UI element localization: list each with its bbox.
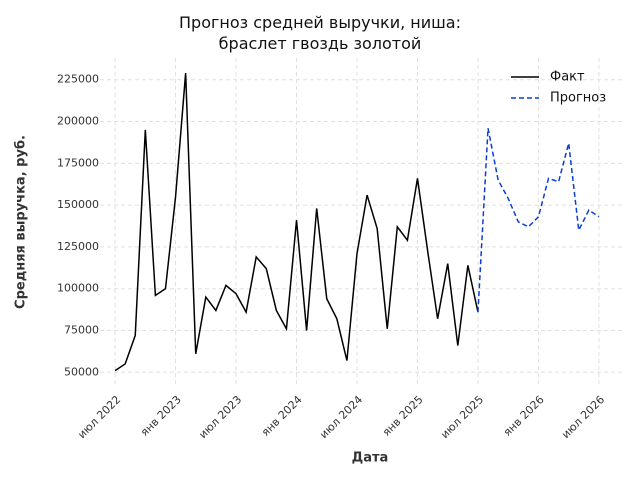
legend-label: Факт bbox=[550, 70, 585, 85]
x-tick-label: янв 2024 bbox=[259, 393, 305, 439]
legend-label: Прогноз bbox=[550, 91, 606, 106]
x-tick-label: июл 2024 bbox=[317, 393, 365, 441]
chart-title: Прогноз средней выручки, ниша: браслет г… bbox=[179, 13, 461, 53]
series-line bbox=[114, 72, 479, 372]
x-tick-label: июл 2025 bbox=[438, 393, 486, 441]
y-tick-label: 175000 bbox=[57, 156, 99, 169]
series-line bbox=[477, 128, 600, 313]
x-tick-label: янв 2023 bbox=[138, 393, 184, 439]
y-tick-label: 225000 bbox=[57, 73, 99, 86]
x-tick-label: июл 2026 bbox=[559, 393, 607, 441]
y-tick-label: 200000 bbox=[57, 115, 99, 128]
x-tick-label: июл 2023 bbox=[196, 393, 244, 441]
y-tick-label: 150000 bbox=[57, 198, 99, 211]
x-tick-label: июл 2022 bbox=[75, 393, 123, 441]
y-axis-label: Средняя выручка, руб. bbox=[14, 135, 29, 309]
y-tick-label: 100000 bbox=[57, 282, 99, 295]
x-axis-label: Дата bbox=[352, 451, 389, 466]
x-tick-label: янв 2025 bbox=[380, 393, 426, 439]
y-tick-label: 125000 bbox=[57, 240, 99, 253]
x-tick-label: янв 2026 bbox=[501, 393, 547, 439]
y-tick-label: 50000 bbox=[64, 365, 99, 378]
y-tick-label: 75000 bbox=[64, 324, 99, 337]
